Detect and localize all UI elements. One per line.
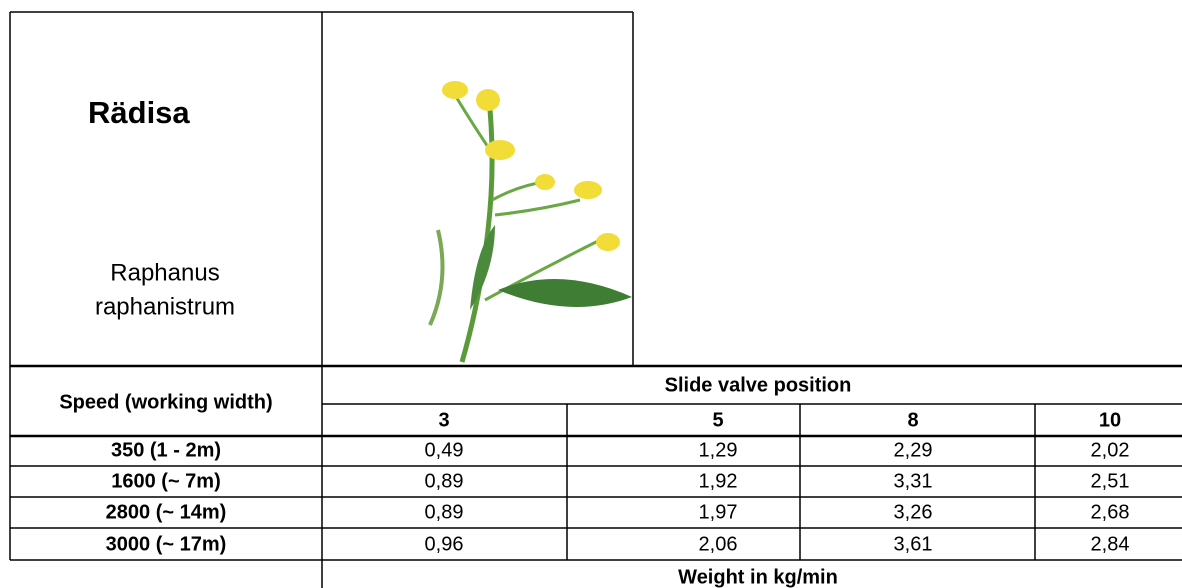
cell-value: 2,84 xyxy=(1091,533,1130,555)
row-header: Speed (working width) xyxy=(59,391,272,413)
footer: Weight in kg/min xyxy=(678,566,838,588)
column-header: 10 xyxy=(1099,409,1121,431)
cell-value: 2,06 xyxy=(699,533,738,555)
cell-value: 3,31 xyxy=(894,470,933,492)
cell-value: 1,92 xyxy=(699,470,738,492)
cell-value: 0,89 xyxy=(425,501,464,523)
cell-value: 2,02 xyxy=(1091,439,1130,461)
cell-value: 2,51 xyxy=(1091,470,1130,492)
speed: 1600 (~ 7m) xyxy=(111,470,221,492)
cell-value: 1,29 xyxy=(699,439,738,461)
speed: 3000 (~ 17m) xyxy=(106,533,227,555)
column-header: 5 xyxy=(712,409,723,431)
latin-name: raphanistrum xyxy=(95,293,235,320)
speed: 350 (1 - 2m) xyxy=(111,439,221,461)
cell-value: 1,97 xyxy=(699,501,738,523)
cell-value: 0,89 xyxy=(425,470,464,492)
common-name: Rädisa xyxy=(88,95,190,130)
cell-value: 2,68 xyxy=(1091,501,1130,523)
cell-value: 3,61 xyxy=(894,533,933,555)
page: Rädisa Raphanus raphanistrum Speed (working… xyxy=(0,0,1182,588)
cell-value: 3,26 xyxy=(894,501,933,523)
latin-name: Raphanus xyxy=(110,259,219,286)
cell-value: 0,49 xyxy=(425,439,464,461)
column-group: Slide valve position xyxy=(665,374,852,396)
speed: 2800 (~ 14m) xyxy=(106,501,227,523)
column-header: 3 xyxy=(438,409,449,431)
column-header: 8 xyxy=(907,409,918,431)
cell-value: 2,29 xyxy=(894,439,933,461)
cell-value: 0,96 xyxy=(425,533,464,555)
plant-illustration xyxy=(430,81,632,362)
